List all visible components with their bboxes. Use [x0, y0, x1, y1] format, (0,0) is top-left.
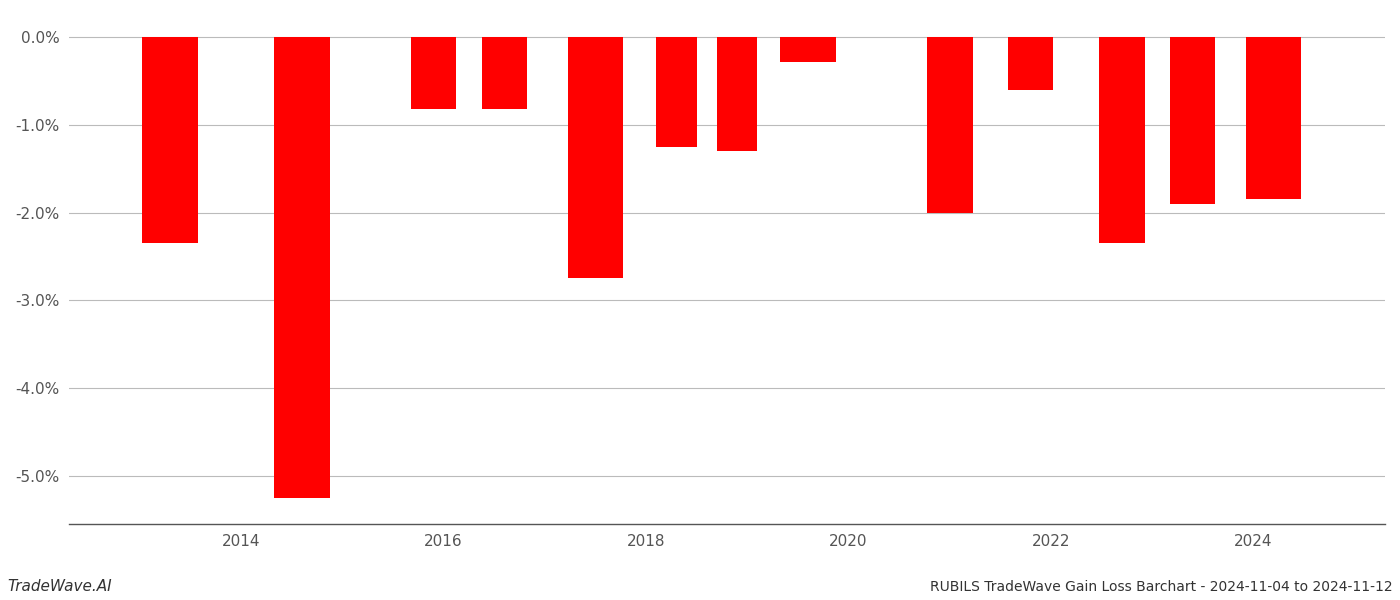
Bar	[482, 37, 528, 109]
Bar	[1008, 37, 1053, 89]
Text: TradeWave.AI: TradeWave.AI	[7, 579, 112, 594]
Bar	[567, 37, 623, 278]
Bar	[927, 37, 973, 212]
Bar	[410, 37, 456, 109]
Bar	[717, 37, 757, 151]
Bar	[1170, 37, 1215, 204]
Bar	[1246, 37, 1302, 199]
Text: RUBILS TradeWave Gain Loss Barchart - 2024-11-04 to 2024-11-12: RUBILS TradeWave Gain Loss Barchart - 20…	[931, 580, 1393, 594]
Bar	[657, 37, 697, 147]
Bar	[143, 37, 199, 243]
Bar	[274, 37, 330, 498]
Bar	[1099, 37, 1145, 243]
Bar	[780, 37, 836, 62]
